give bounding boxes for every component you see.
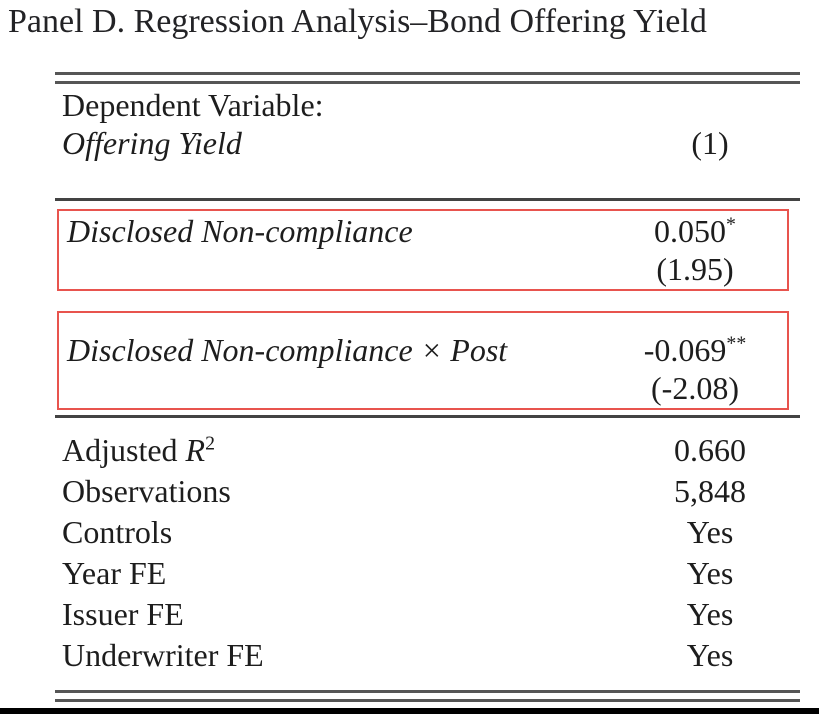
dependent-variable-label: Dependent Variable: [62,87,324,123]
stat-value: 0.660 [674,432,746,468]
coefficient-value-2: -0.069** (-2.08) [609,331,781,407]
header-spacer [55,162,800,198]
stat-value: Yes [686,596,734,632]
highlight-box-1: Disclosed Non-compliance 0.050* (1.95) [57,209,789,291]
exponent: 2 [205,432,216,455]
regression-table: Dependent Variable: Offering Yield (1) D… [55,72,800,702]
coefficient-value-1: 0.050* (1.95) [609,212,781,288]
variable-name-2: Disclosed Non-compliance × Post [67,332,508,368]
table-top-double-rule [55,72,800,84]
stat-row-year-fe: Year FE Yes [62,553,800,594]
stat-label: Adjusted R2 [62,432,216,468]
estimate-1: 0.050* [654,213,736,249]
stat-label: Controls [62,514,173,550]
dependent-variable-row: Offering Yield (1) [62,124,800,162]
significance-stars-2: ** [726,332,747,355]
panel-title: Panel D. Regression Analysis–Bond Offeri… [8,3,707,40]
stat-label: Issuer FE [62,596,184,632]
coefficient-row-2: Disclosed Non-compliance × Post -0.069**… [65,331,781,407]
highlight-box-2: Disclosed Non-compliance × Post -0.069**… [57,311,789,410]
stat-value: Yes [686,514,734,550]
stat-row-observations: Observations 5,848 [62,471,800,512]
stat-row-underwriter-fe: Underwriter FE Yes [62,635,800,676]
t-statistic-2: (-2.08) [651,370,739,406]
header-rule [55,198,800,201]
stat-row-issuer-fe: Issuer FE Yes [62,594,800,635]
table-header: Dependent Variable: Offering Yield (1) [55,86,800,162]
dependent-variable-name: Offering Yield [62,125,242,161]
frame-bottom-border [0,708,819,714]
stat-label: Year FE [62,555,167,591]
coefficients-rule [55,415,800,418]
variable-name-1: Disclosed Non-compliance [67,213,413,249]
stat-value: Yes [686,555,734,591]
stat-value: 5,848 [674,473,746,509]
column-number: (1) [691,125,729,161]
stat-row-adjusted-r2: Adjusted R2 0.660 [62,430,800,471]
stat-row-controls: Controls Yes [62,512,800,553]
stat-label: Underwriter FE [62,637,264,673]
stat-label: Observations [62,473,231,509]
coefficient-row-1: Disclosed Non-compliance 0.050* (1.95) [65,212,781,288]
statistics-section: Adjusted R2 0.660 Observations 5,848 Con… [55,430,800,676]
significance-stars-1: * [726,213,736,236]
math-r: R [185,432,206,468]
t-statistic-1: (1.95) [656,251,734,287]
table-bottom-double-rule [55,690,800,702]
estimate-2: -0.069** [643,332,747,368]
stat-value: Yes [686,637,734,673]
